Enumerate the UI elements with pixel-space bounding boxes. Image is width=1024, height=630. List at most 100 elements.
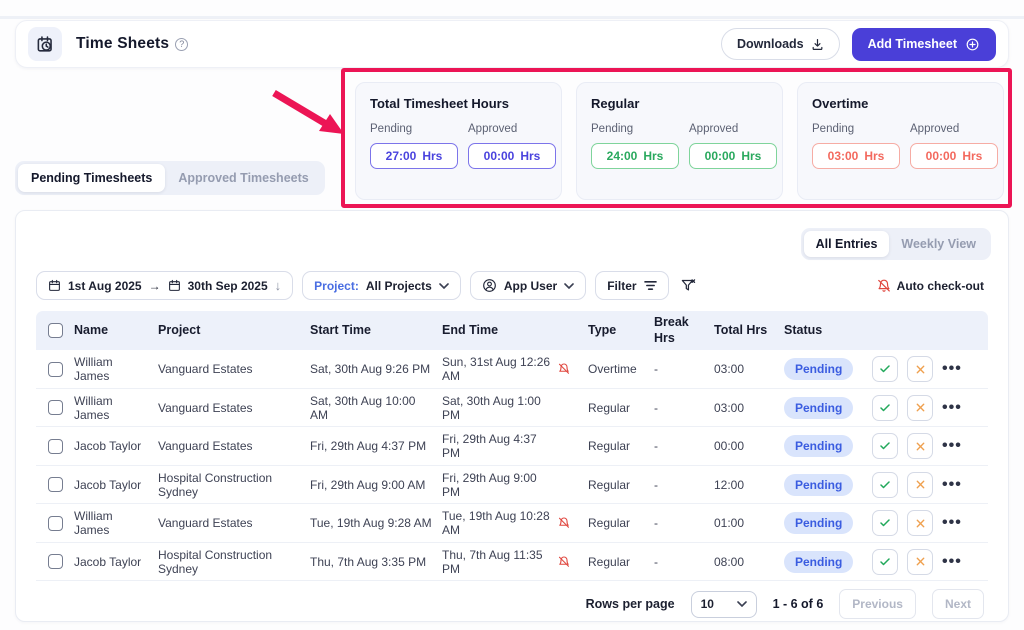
previous-page-button[interactable]: Previous [839,589,916,619]
cell-end-time: Sun, 31st Aug 12:26 AM [440,351,586,387]
reject-button[interactable] [907,356,933,382]
cell-start-time: Sat, 30th Aug 9:26 PM [310,362,431,376]
check-icon [880,403,890,411]
filter-bar: 1st Aug 2025 → 30th Sep 2025 ↓ Project: … [36,271,984,300]
cell-start-time: Fri, 29th Aug 9:00 AM [310,477,426,492]
cell-project: Vanguard Estates [158,439,253,453]
stat-card-overtime: Overtime Pending 03:00 Hrs Approved 00:00… [797,82,1004,200]
x-icon [916,557,924,566]
cell-project: Hospital Construction Sydney [158,470,273,499]
pending-label: Pending [370,123,413,135]
date-range-picker[interactable]: 1st Aug 2025 → 30th Sep 2025 ↓ [36,271,294,300]
auto-checkout-label: Auto check-out [896,278,984,293]
row-menu-button[interactable]: ••• [942,360,962,377]
total-pending-hours: 27:00 Hrs [370,143,458,169]
cell-total-hrs: 12:00 [714,477,745,492]
row-checkbox[interactable] [48,361,63,377]
cell-name: Jacob Taylor [74,477,142,492]
x-icon [916,365,924,373]
row-checkbox[interactable] [48,515,63,531]
regular-pending-hours: 24:00 Hrs [591,143,679,169]
page-top-divider [0,16,1024,19]
approve-button[interactable] [872,510,898,536]
pending-label: Pending [591,123,634,135]
auto-checkout-bell-icon [558,517,570,528]
cell-type: Regular [588,439,631,453]
auto-checkout-bell-icon [558,363,570,374]
clear-filter-icon[interactable] [680,278,696,293]
date-end: 30th Sep 2025 [187,278,268,293]
add-timesheet-label: Add Timesheet [867,37,957,51]
cell-break-hrs: - [654,362,658,376]
status-badge: Pending [784,396,854,419]
user-circle-icon [482,279,496,292]
page-header: Time Sheets ? Downloads Add Timesheet [15,20,1009,68]
cell-total-hrs: 01:00 [714,516,745,530]
row-menu-button[interactable]: ••• [942,514,962,531]
cell-name: Jacob Taylor [74,554,142,569]
calendar-icon [168,279,180,291]
reject-button[interactable] [907,548,933,575]
help-icon[interactable]: ? [175,37,189,51]
tab-pending-timesheets[interactable]: Pending Timesheets [18,164,166,192]
stat-card-total: Total Timesheet Hours Pending 27:00 Hrs A… [355,82,562,200]
tab-all-entries[interactable]: All Entries [803,231,890,257]
reject-button[interactable] [907,394,933,421]
select-all-checkbox[interactable] [48,323,63,339]
cell-total-hrs: 00:00 [714,439,745,453]
cell-start-time: Thu, 7th Aug 3:35 PM [310,554,427,569]
reject-button[interactable] [907,471,933,498]
check-icon [880,365,890,373]
arrow-down-icon: ↓ [274,278,282,293]
chevron-down-icon [439,282,449,289]
row-menu-button[interactable]: ••• [942,552,962,570]
add-timesheet-button[interactable]: Add Timesheet [851,27,996,61]
row-menu-button[interactable]: ••• [942,475,962,493]
approve-button[interactable] [872,548,898,575]
rows-per-page-select[interactable]: 10 [690,590,757,618]
row-menu-button[interactable]: ••• [942,437,962,454]
approve-button[interactable] [872,394,898,421]
cell-break-hrs: - [654,554,658,569]
table-row: Jacob Taylor Hospital Construction Sydne… [36,466,988,505]
cell-start-time: Sat, 30th Aug 10:00 AM [310,393,416,422]
total-approved-hours: 00:00 Hrs [468,143,556,169]
project-filter[interactable]: Project: All Projects [302,271,461,300]
auto-checkout-bell-icon [877,279,890,292]
auto-checkout-bell-icon [558,556,570,567]
x-icon [916,442,924,450]
col-header-name: Name [74,322,109,337]
cell-name: William James [74,509,113,537]
reject-button[interactable] [907,433,933,459]
approve-button[interactable] [872,433,898,459]
row-checkbox[interactable] [48,477,63,492]
regular-approved-hours: 00:00 Hrs [689,143,777,169]
approve-button[interactable] [872,471,898,498]
row-checkbox[interactable] [48,438,63,454]
row-checkbox[interactable] [48,400,63,415]
tab-approved-timesheets[interactable]: Approved Timesheets [178,171,309,185]
row-menu-button[interactable]: ••• [942,398,962,416]
reject-button[interactable] [907,510,933,536]
filter-button[interactable]: Filter [595,271,669,300]
row-checkbox[interactable] [48,554,63,569]
col-header-start: Start Time [310,322,371,337]
col-header-type: Type [588,322,617,337]
x-icon [916,480,924,489]
cell-break-hrs: - [654,516,658,530]
date-start: 1st Aug 2025 [68,278,142,293]
next-page-button[interactable]: Next [931,589,984,619]
chevron-down-icon [736,601,747,607]
cell-start-time: Fri, 29th Aug 4:37 PM [310,439,427,453]
project-filter-label: Project: [314,278,359,293]
stat-card-title: Total Timesheet Hours [370,96,509,111]
tab-weekly-view[interactable]: Weekly View [901,237,976,251]
table-row: Jacob Taylor Vanguard Estates Fri, 29th … [36,427,988,466]
check-icon [880,519,890,527]
approve-button[interactable] [872,356,898,382]
check-icon [880,480,890,488]
app-user-filter[interactable]: App User [469,271,587,300]
pagination-range: 1 - 6 of 6 [772,597,824,611]
downloads-button[interactable]: Downloads [720,28,840,60]
timesheets-table: Name Project Start Time End Time Type Br… [36,311,988,582]
